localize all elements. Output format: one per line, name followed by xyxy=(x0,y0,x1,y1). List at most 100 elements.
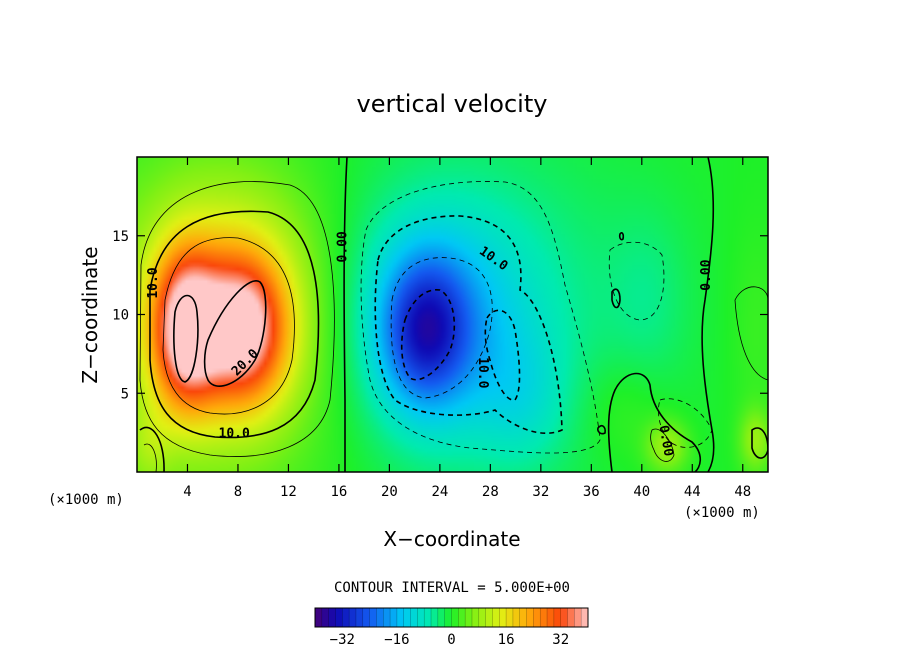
colorbar-tick-label: −32 xyxy=(330,632,355,648)
x-tick-label: 36 xyxy=(583,484,600,500)
y-tick-label: 5 xyxy=(121,386,129,402)
colorbar-cell xyxy=(485,608,493,627)
colorbar-cell xyxy=(431,608,439,627)
contour-line xyxy=(139,426,165,472)
contour-label: 10.0 xyxy=(475,357,490,388)
x-unit-label: (×1000 m) xyxy=(684,505,760,521)
colorbar-cell xyxy=(376,608,384,627)
colorbar-cell xyxy=(417,608,425,627)
colorbar-cell xyxy=(533,608,541,627)
contour-line xyxy=(139,181,335,457)
x-tick-label: 8 xyxy=(234,484,242,500)
colorbar-cell xyxy=(547,608,555,627)
colorbar-cell xyxy=(390,608,398,627)
colorbar-cell xyxy=(424,608,432,627)
colorbar-cell xyxy=(403,608,411,627)
x-tick-label: 28 xyxy=(482,484,499,500)
contour-label: 0.00 xyxy=(655,424,675,458)
colorbar-tick-label: 0 xyxy=(447,632,455,648)
colorbar-cell xyxy=(383,608,391,627)
contour-line xyxy=(143,443,157,472)
colorbar-cell xyxy=(369,608,377,627)
contour-line xyxy=(400,289,456,381)
contour-line xyxy=(173,294,199,383)
colorbar-cell xyxy=(567,608,575,627)
x-tick-label: 4 xyxy=(183,484,191,500)
x-tick-label: 32 xyxy=(532,484,549,500)
colorbar-cell xyxy=(342,608,350,627)
colorbar-cell xyxy=(478,608,487,627)
contour-label: 0.00 xyxy=(335,231,350,262)
colorbar-tick-label: 16 xyxy=(498,632,515,648)
y-tick-label: 10 xyxy=(112,308,129,324)
contour-lines xyxy=(139,157,768,472)
colorbar-cell xyxy=(335,608,343,627)
contour-line xyxy=(484,309,521,401)
contour-line xyxy=(360,181,601,454)
x-tick-label: 20 xyxy=(381,484,398,500)
colorbar-cell xyxy=(458,608,466,627)
contour-line xyxy=(618,232,625,241)
contour-line xyxy=(162,237,295,415)
y-axis: 5 10 15 xyxy=(112,229,768,402)
colorbar-cell xyxy=(362,608,370,627)
colorbar-cell xyxy=(465,608,473,627)
contour-line xyxy=(607,372,702,472)
contour-interval-text: CONTOUR INTERVAL = 5.000E+00 xyxy=(334,580,570,596)
colorbar-cell xyxy=(321,608,330,627)
x-tick-label: 24 xyxy=(431,484,448,500)
colorbar-cell xyxy=(553,608,562,627)
contour-line xyxy=(597,425,606,435)
colorbar-cell xyxy=(355,608,364,627)
contour-label: 10.0 xyxy=(219,427,250,442)
chart-title: vertical velocity xyxy=(357,90,548,118)
x-tick-label: 44 xyxy=(684,484,701,500)
colorbar-cell xyxy=(526,608,534,627)
colorbar-ticks: −32 −16 0 16 32 xyxy=(330,632,569,648)
x-axis-label: X−coordinate xyxy=(383,527,520,551)
colorbar-cell xyxy=(410,608,418,627)
colorbar-cell xyxy=(519,608,527,627)
x-axis: 4 8 12 16 20 24 28 32 36 40 44 48 xyxy=(183,157,751,500)
colorbar-cell xyxy=(451,608,459,627)
contour-line xyxy=(149,210,320,439)
contour-line xyxy=(608,241,665,321)
y-axis-label: Z−coordinate xyxy=(78,246,102,383)
colorbar-tick-label: −16 xyxy=(384,632,409,648)
colorbar xyxy=(314,607,589,628)
x-tick-label: 48 xyxy=(734,484,751,500)
colorbar-cell xyxy=(540,608,548,627)
contour-line xyxy=(203,280,267,387)
y-unit-label: (×1000 m) xyxy=(48,492,124,508)
contour-line xyxy=(343,157,348,472)
colorbar-cell xyxy=(396,608,405,627)
colorbar-cell xyxy=(315,608,323,627)
contour-line xyxy=(650,428,675,462)
colorbar-cell xyxy=(437,608,446,627)
colorbar-cell xyxy=(471,608,480,627)
colorbar-cell xyxy=(506,608,514,627)
colorbar-cell xyxy=(492,608,500,627)
contour-line xyxy=(701,157,715,472)
colorbar-cell xyxy=(581,608,589,627)
colorbar-cell xyxy=(512,608,521,627)
contour-label: 10.0 xyxy=(146,267,161,298)
contour-line xyxy=(390,257,493,399)
contour-line xyxy=(374,215,563,435)
colorbar-cell xyxy=(444,608,452,627)
heatmap-field xyxy=(137,157,768,472)
x-tick-label: 12 xyxy=(280,484,297,500)
contour-label: 0.00 xyxy=(699,259,714,290)
colorbar-cell xyxy=(574,608,582,627)
contour-line xyxy=(658,398,713,448)
colorbar-tick-label: 32 xyxy=(552,632,569,648)
x-tick-label: 16 xyxy=(330,484,347,500)
colorbar-cell xyxy=(349,608,357,627)
colorbar-cell xyxy=(499,608,507,627)
y-tick-label: 15 xyxy=(112,229,129,245)
colorbar-cell xyxy=(560,608,568,627)
x-tick-label: 40 xyxy=(633,484,650,500)
colorbar-cell xyxy=(328,608,336,627)
colorbar-frame xyxy=(314,607,589,628)
